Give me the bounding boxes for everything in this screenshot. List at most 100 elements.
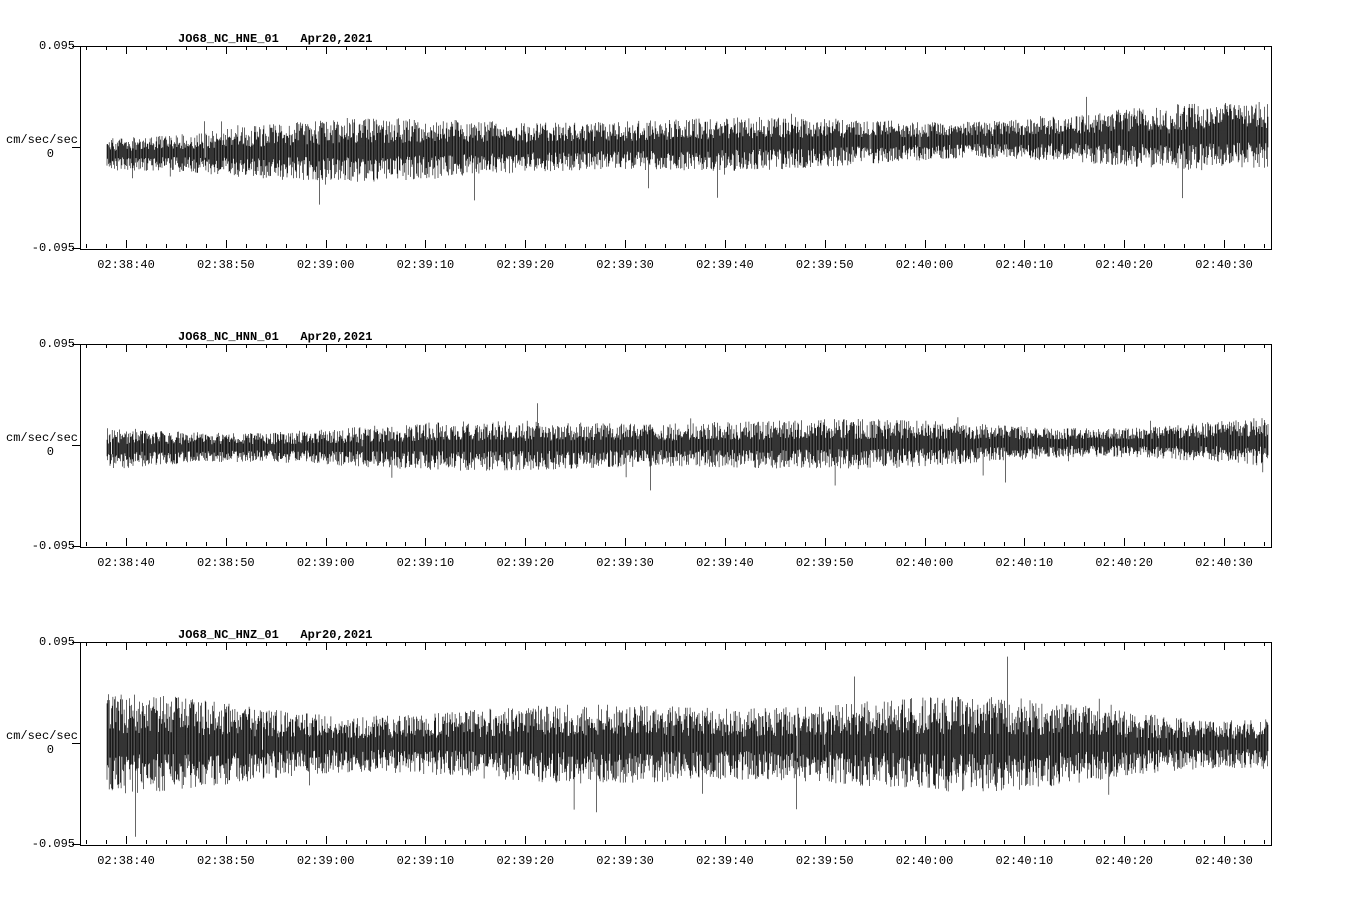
y-axis-zero: 0 <box>6 743 74 757</box>
x-tick-major <box>425 538 426 546</box>
x-tick-minor <box>865 46 866 50</box>
x-tick-minor <box>1104 46 1105 50</box>
x-tick-label: 02:40:10 <box>996 854 1054 868</box>
x-tick-minor <box>1084 46 1085 50</box>
x-tick-minor <box>845 840 846 844</box>
x-tick-minor <box>1004 244 1005 248</box>
x-tick-label: 02:40:30 <box>1195 556 1253 570</box>
x-tick-major <box>1124 642 1125 650</box>
x-tick-minor <box>1244 344 1245 348</box>
x-tick-minor <box>166 840 167 844</box>
x-tick-minor <box>565 542 566 546</box>
x-tick-minor <box>505 46 506 50</box>
x-tick-minor <box>246 244 247 248</box>
x-tick-minor <box>246 46 247 50</box>
x-tick-minor <box>745 344 746 348</box>
x-tick-minor <box>885 840 886 844</box>
x-tick-minor <box>1264 840 1265 844</box>
x-tick-major <box>226 46 227 54</box>
y-axis-label: cm/sec/sec0 <box>6 133 74 161</box>
x-tick-minor <box>1044 642 1045 646</box>
x-tick-minor <box>1204 542 1205 546</box>
y-axis-zero: 0 <box>6 445 74 459</box>
x-tick-minor <box>1244 840 1245 844</box>
x-tick-major <box>1124 836 1125 844</box>
x-tick-minor <box>1044 344 1045 348</box>
x-tick-major <box>1124 344 1125 352</box>
x-tick-minor <box>645 840 646 844</box>
x-tick-minor <box>565 244 566 248</box>
x-tick-label: 02:40:20 <box>1095 854 1153 868</box>
x-tick-label: 02:38:40 <box>97 556 155 570</box>
x-tick-minor <box>166 344 167 348</box>
x-tick-minor <box>266 542 267 546</box>
x-tick-minor <box>765 244 766 248</box>
x-tick-major <box>1024 642 1025 650</box>
x-tick-major <box>525 240 526 248</box>
x-tick-minor <box>485 840 486 844</box>
x-tick-minor <box>964 542 965 546</box>
x-tick-minor <box>805 542 806 546</box>
x-tick-minor <box>1004 542 1005 546</box>
y-axis-unit: cm/sec/sec <box>6 729 74 743</box>
x-tick-minor <box>845 46 846 50</box>
x-tick-minor <box>106 542 107 546</box>
x-tick-label: 02:39:30 <box>596 556 654 570</box>
x-tick-minor <box>1264 542 1265 546</box>
x-tick-minor <box>485 542 486 546</box>
x-tick-minor <box>1004 46 1005 50</box>
x-tick-minor <box>106 244 107 248</box>
x-tick-minor <box>745 642 746 646</box>
x-tick-label: 02:38:50 <box>197 854 255 868</box>
x-tick-minor <box>945 542 946 546</box>
x-tick-label: 02:39:30 <box>596 258 654 272</box>
x-tick-minor <box>306 46 307 50</box>
x-tick-minor <box>964 46 965 50</box>
x-tick-major <box>725 836 726 844</box>
x-tick-minor <box>346 840 347 844</box>
x-tick-minor <box>785 344 786 348</box>
x-tick-minor <box>286 542 287 546</box>
x-tick-minor <box>1064 344 1065 348</box>
x-tick-major <box>1224 642 1225 650</box>
x-tick-minor <box>945 642 946 646</box>
x-tick-major <box>725 344 726 352</box>
x-tick-minor <box>805 840 806 844</box>
x-tick-minor <box>346 46 347 50</box>
x-tick-minor <box>1084 642 1085 646</box>
waveform-path <box>107 97 1268 205</box>
x-tick-minor <box>146 840 147 844</box>
x-tick-major <box>126 46 127 54</box>
x-tick-minor <box>685 642 686 646</box>
x-tick-label: 02:40:00 <box>896 556 954 570</box>
x-tick-minor <box>984 642 985 646</box>
panel-title: JO68_NC_HNZ_01 Apr20,2021 <box>178 628 372 642</box>
x-tick-major <box>1224 836 1225 844</box>
x-tick-minor <box>485 244 486 248</box>
x-tick-major <box>825 642 826 650</box>
x-tick-minor <box>146 642 147 646</box>
x-tick-minor <box>1184 46 1185 50</box>
y-tick <box>72 445 80 446</box>
x-tick-minor <box>1244 542 1245 546</box>
y-tick-label-max: 0.095 <box>15 39 75 53</box>
x-tick-minor <box>645 46 646 50</box>
x-tick-minor <box>465 46 466 50</box>
x-tick-minor <box>146 46 147 50</box>
x-tick-minor <box>745 840 746 844</box>
x-tick-minor <box>685 840 686 844</box>
x-tick-minor <box>1244 244 1245 248</box>
y-tick-label-max: 0.095 <box>15 337 75 351</box>
x-tick-minor <box>1144 542 1145 546</box>
x-tick-major <box>326 836 327 844</box>
x-tick-minor <box>845 344 846 348</box>
x-tick-major <box>226 836 227 844</box>
x-tick-minor <box>945 840 946 844</box>
x-tick-minor <box>645 642 646 646</box>
plot-area <box>80 344 1272 548</box>
x-tick-minor <box>405 344 406 348</box>
x-tick-major <box>1224 240 1225 248</box>
x-tick-minor <box>665 642 666 646</box>
x-tick-minor <box>685 344 686 348</box>
x-tick-minor <box>565 840 566 844</box>
